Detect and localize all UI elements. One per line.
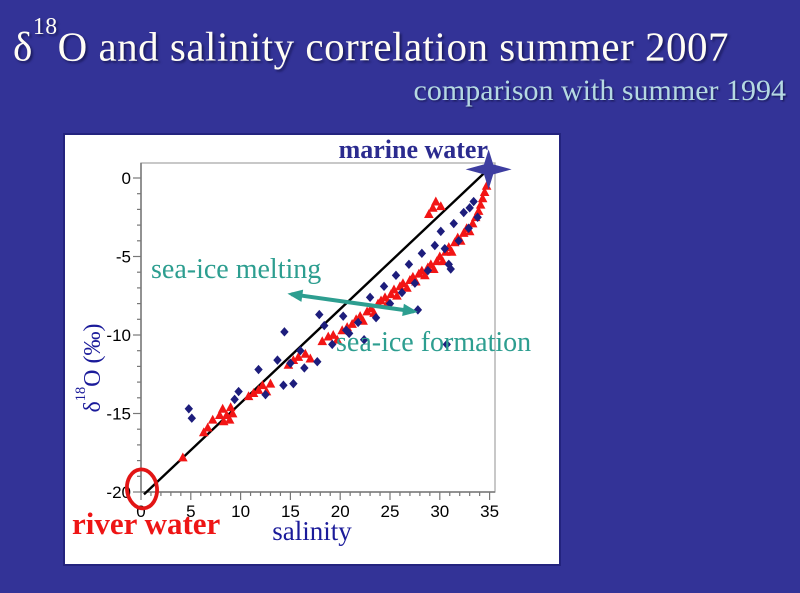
svg-text:0: 0	[122, 169, 131, 188]
svg-text:-20: -20	[106, 483, 131, 502]
y-axis-label: δ18O (‰)	[73, 283, 109, 453]
tick-labels: 0 5 10 15 20 25 30 35 0 -5 -10 -15 -20	[106, 169, 499, 521]
sea-ice-arrow-shaft	[291, 292, 415, 314]
ylabel-superscript: 18	[72, 386, 89, 402]
annotation-sea-ice-melting: sea-ice melting	[151, 254, 322, 285]
ylabel-text: O (‰)	[80, 323, 106, 387]
annotation-sea-ice-formation: sea-ice formation	[336, 327, 532, 358]
svg-text:0: 0	[136, 502, 145, 521]
svg-text:10: 10	[231, 502, 250, 521]
svg-text:-15: -15	[106, 405, 131, 424]
svg-text:-5: -5	[116, 248, 131, 267]
series-blue-diamonds	[184, 196, 482, 423]
svg-text:35: 35	[480, 502, 499, 521]
title-delta: δ	[13, 23, 33, 70]
arrow-head-right-icon	[402, 303, 418, 317]
chart-panel: 0 5 10 15 20 25 30 35 0 -5 -10 -15 -20 marine water …	[63, 133, 561, 566]
slide-title: δ18O and salinity correlation summer 200…	[13, 14, 791, 72]
arrow-head-left-icon	[287, 289, 304, 302]
x-axis-label: salinity	[272, 516, 352, 546]
svg-text:20: 20	[331, 502, 350, 521]
title-isotope-superscript: 18	[32, 14, 58, 41]
title-text: O and salinity correlation summer 2007	[57, 23, 730, 70]
ylabel-delta: δ	[80, 401, 106, 413]
series-red-triangles	[178, 180, 492, 462]
svg-text:25: 25	[381, 502, 400, 521]
marine-water-star-icon	[465, 149, 512, 190]
slide-subtitle: comparison with summer 1994	[413, 74, 786, 107]
annotation-marine-water: marine water	[338, 135, 488, 164]
svg-text:5: 5	[186, 502, 195, 521]
svg-text:30: 30	[430, 502, 449, 521]
river-water-circle	[125, 467, 159, 511]
svg-text:15: 15	[281, 502, 300, 521]
scatter-chart: 0 5 10 15 20 25 30 35 0 -5 -10 -15 -20	[106, 149, 512, 521]
annotation-river-water: river water	[72, 506, 221, 541]
trend-line	[143, 168, 489, 496]
svg-text:-10: -10	[106, 326, 131, 345]
